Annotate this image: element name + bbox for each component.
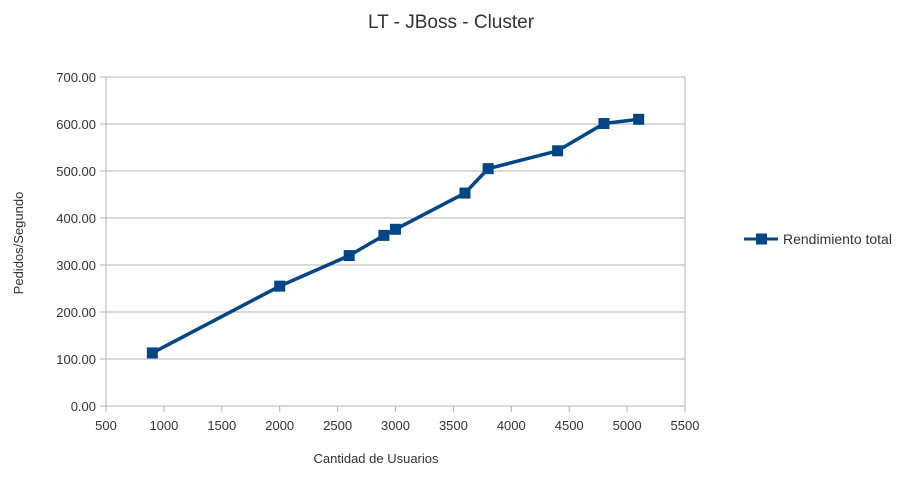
x-tick-label: 4000 xyxy=(497,418,526,433)
x-axis-title: Cantidad de Usuarios xyxy=(313,451,439,466)
legend-marker-swatch xyxy=(756,233,767,245)
x-tick-label: 3000 xyxy=(381,418,410,433)
legend-label: Rendimiento total xyxy=(783,231,892,247)
axes: 0.00 100.00 200.00 300.00 400.00 500.00 600.00… xyxy=(56,70,699,433)
data-point-marker xyxy=(274,280,286,292)
x-tick-label: 5500 xyxy=(671,418,700,433)
data-point-marker xyxy=(633,113,645,125)
y-tick-label: 100.00 xyxy=(56,352,96,367)
y-tick-label: 500.00 xyxy=(56,164,96,179)
x-tick-label: 5000 xyxy=(613,418,642,433)
data-point-marker xyxy=(390,223,401,235)
y-tick-label: 700.00 xyxy=(56,70,96,85)
legend: Rendimiento total xyxy=(744,231,892,247)
chart-title: LT - JBoss - Cluster xyxy=(368,12,535,33)
data-point-marker xyxy=(598,118,610,130)
data-point-marker xyxy=(378,229,390,241)
y-tick-label: 600.00 xyxy=(56,117,96,132)
x-tick-label: 500 xyxy=(95,418,117,433)
series-group xyxy=(146,113,645,359)
x-tick-label: 1500 xyxy=(207,418,236,433)
x-tick-label: 4500 xyxy=(555,418,584,433)
y-tick-label: 400.00 xyxy=(56,211,96,226)
y-tick-label: 300.00 xyxy=(56,258,96,273)
gridlines xyxy=(106,76,686,407)
x-tick-label: 2000 xyxy=(265,418,294,433)
y-tick-label: 200.00 xyxy=(56,305,96,320)
x-tick-label: 1000 xyxy=(149,418,178,433)
data-point-marker xyxy=(343,250,355,262)
x-tick-label: 2500 xyxy=(323,418,352,433)
x-tick-label: 3500 xyxy=(439,418,468,433)
data-point-marker xyxy=(146,347,158,359)
data-point-marker xyxy=(552,145,564,157)
series-line xyxy=(150,117,641,355)
y-axis-title: Pedidos/Segundo xyxy=(11,192,26,295)
data-point-marker xyxy=(459,187,471,199)
data-point-marker xyxy=(482,163,494,175)
y-tick-label: 0.00 xyxy=(71,399,96,414)
